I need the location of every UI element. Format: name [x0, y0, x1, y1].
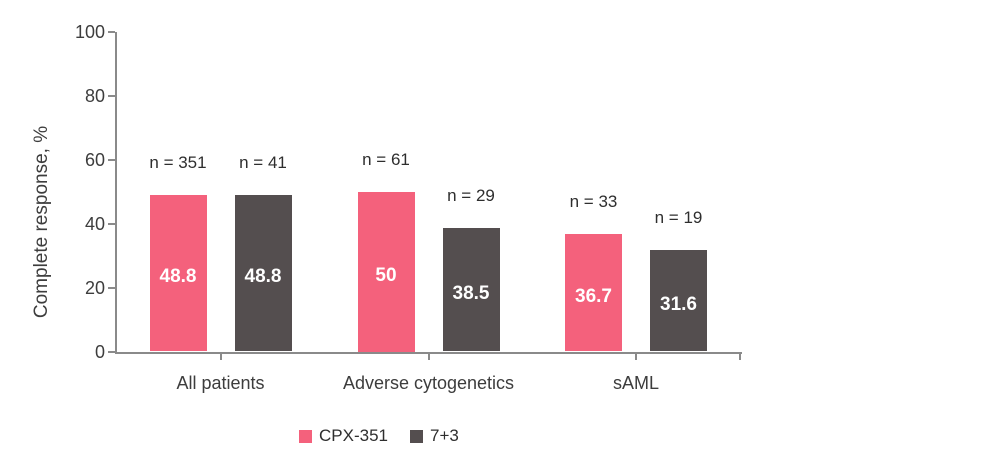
x-tick [219, 353, 222, 360]
y-tick [107, 222, 115, 225]
bar-cpx-351-adverse-cytogenetics [357, 191, 415, 352]
bar-value-label-cpx-351-adverse-cytogenetics: 50 [375, 264, 397, 286]
y-axis-title: Complete response, % [31, 125, 52, 319]
legend-swatch-7-3 [409, 429, 423, 443]
y-tick [107, 350, 115, 353]
n-label-cpx-351-all-patients: n = 351 [149, 153, 207, 173]
x-axis-end-tick [738, 353, 741, 360]
y-tick-label: 60 [84, 149, 105, 170]
y-tick-label: 0 [94, 341, 105, 362]
x-axis-line [114, 351, 742, 354]
y-tick-label: 20 [84, 277, 105, 298]
y-axis-line [114, 31, 117, 354]
bar-7-3-adverse-cytogenetics [442, 228, 500, 352]
bar-value-label-cpx-351-all-patients: 48.8 [159, 266, 197, 288]
y-tick-label: 80 [84, 85, 105, 106]
n-label-7-3-all-patients: n = 41 [239, 153, 287, 173]
y-tick [107, 286, 115, 289]
y-tick [107, 158, 115, 161]
bar-7-3-all-patients [234, 195, 292, 352]
legend: CPX-351 7+3 [299, 426, 459, 446]
legend-item-7-3: 7+3 [409, 426, 459, 446]
x-category-label-adverse-cytogenetics: Adverse cytogenetics [342, 373, 515, 393]
bar-cpx-351-saml [565, 234, 622, 352]
legend-label-cpx-351: CPX-351 [319, 426, 388, 445]
n-label-7-3-adverse-cytogenetics: n = 29 [447, 186, 495, 206]
n-label-7-3-saml: n = 19 [654, 208, 703, 228]
bar-cpx-351-all-patients [149, 195, 207, 352]
x-category-label-all-patients: All patients [176, 373, 265, 393]
x-category-label-saml: sAML [612, 373, 659, 393]
bar-value-label-cpx-351-saml: 36.7 [575, 285, 612, 307]
bar-value-label-7-3-adverse-cytogenetics: 38.5 [452, 282, 490, 304]
legend-item-cpx-351: CPX-351 [299, 426, 388, 446]
x-tick [635, 353, 637, 360]
y-tick-label: 40 [84, 213, 105, 234]
bar-value-label-7-3-all-patients: 48.8 [244, 266, 282, 288]
bar-7-3-saml [650, 250, 707, 352]
legend-swatch-cpx-351 [299, 429, 312, 443]
y-tick-label: 100 [74, 21, 105, 42]
n-label-cpx-351-saml: n = 33 [569, 192, 618, 212]
n-label-cpx-351-adverse-cytogenetics: n = 61 [362, 149, 410, 169]
bar-value-label-7-3-saml: 31.6 [660, 293, 697, 315]
y-tick [107, 94, 115, 97]
x-tick [427, 353, 430, 360]
y-tick [107, 30, 115, 33]
legend-label-7-3: 7+3 [429, 426, 459, 445]
